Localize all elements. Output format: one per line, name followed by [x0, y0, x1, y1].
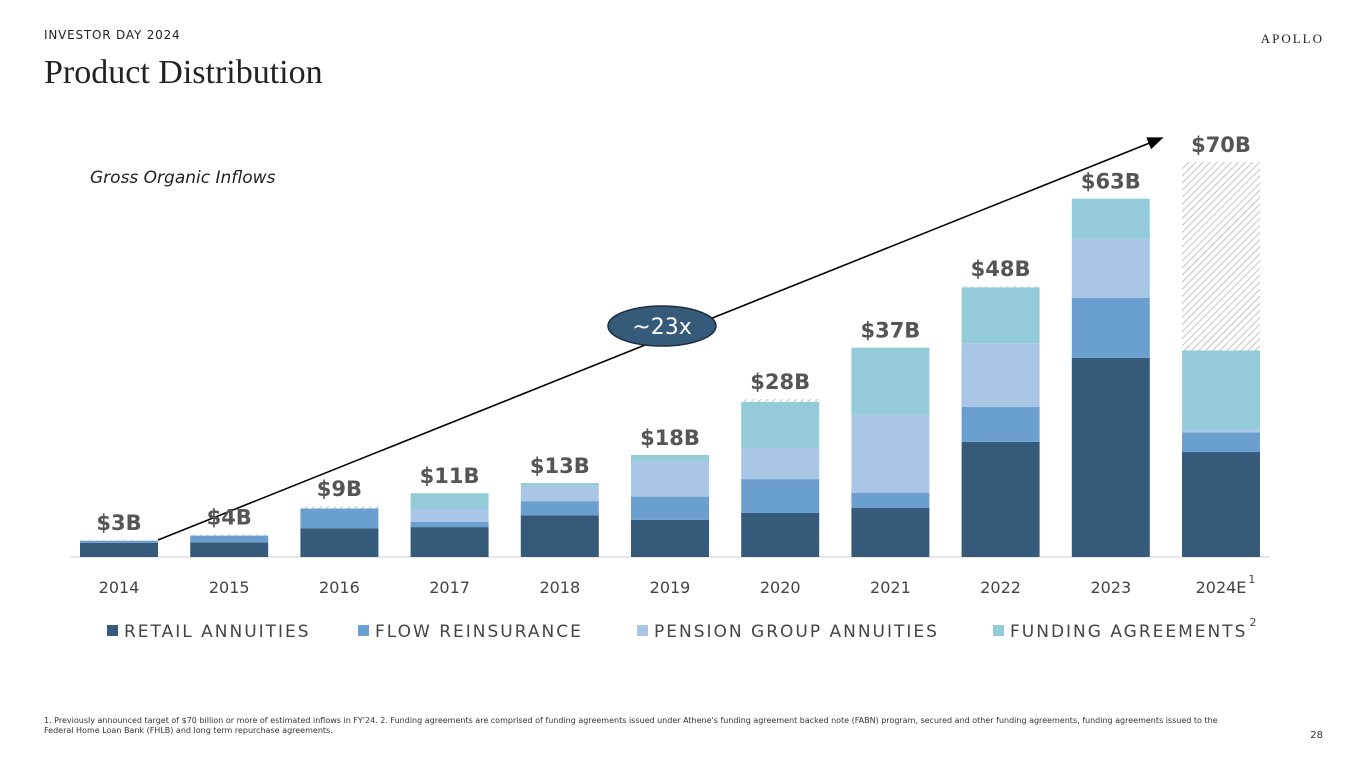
- bar-segment: [300, 528, 379, 557]
- x-tick-label: 2016: [319, 578, 360, 597]
- bar-segment: [520, 483, 599, 486]
- target-hatch: [80, 540, 158, 541]
- bar-segment: [961, 343, 1040, 407]
- footnote-ref: 2: [1249, 616, 1256, 629]
- bar-segment: [1182, 429, 1260, 433]
- eyebrow: INVESTOR DAY 2024: [44, 28, 180, 42]
- bar-segment: [80, 542, 158, 557]
- bar-segment: [300, 508, 379, 529]
- bar-segment: [851, 492, 930, 508]
- target-hatch: [190, 534, 269, 536]
- logo: APOLLO: [1261, 31, 1324, 46]
- bar-segment: [1182, 432, 1260, 453]
- target-hatch: [741, 399, 820, 402]
- bar-segment: [631, 519, 709, 557]
- total-label: $4B: [207, 505, 252, 529]
- legend-swatch: [637, 625, 648, 636]
- total-label: $3B: [96, 511, 141, 535]
- legend-label: FLOW REINSURANCE: [375, 622, 583, 642]
- bar-segment: [410, 509, 489, 523]
- target-hatch: [300, 506, 379, 509]
- bar-segment: [741, 401, 820, 449]
- bar-segment: [520, 501, 599, 516]
- x-tick-label: 2015: [209, 578, 250, 597]
- bar-segment: [1071, 357, 1150, 557]
- bar-segment: [190, 542, 269, 557]
- legend-swatch: [358, 625, 369, 636]
- target-hatch: [1182, 162, 1260, 351]
- bar-segment: [520, 515, 599, 557]
- x-tick-label: 2021: [870, 578, 911, 597]
- bar-segment: [961, 406, 1040, 442]
- target-hatch: [961, 286, 1040, 288]
- legend-label: PENSION GROUP ANNUITIES: [654, 622, 939, 642]
- bar-segment: [1071, 238, 1150, 298]
- total-label: $28B: [750, 370, 810, 394]
- bar-segment: [1071, 198, 1150, 239]
- annotation: ~23x: [632, 315, 691, 340]
- footnote-ref: 1: [1248, 573, 1255, 586]
- x-tick-label: 2019: [650, 578, 691, 597]
- annotation-bubble: [607, 305, 717, 347]
- bar-segment: [190, 535, 269, 543]
- total-label: $70B: [1191, 133, 1251, 157]
- x-tick-label: 2014: [99, 578, 140, 597]
- bar-segment: [961, 287, 1040, 344]
- x-tick-label: 2017: [429, 578, 470, 597]
- bar-segment: [1182, 452, 1260, 557]
- bar-segment: [741, 448, 820, 480]
- x-tick-label: 2022: [980, 578, 1021, 597]
- bar-segment: [1071, 297, 1150, 358]
- x-tick-label: 2020: [760, 578, 801, 597]
- legend-label: RETAIL ANNUITIES: [124, 622, 311, 642]
- total-label: $11B: [420, 464, 480, 488]
- bar-segment: [851, 414, 930, 493]
- bar-segment: [851, 507, 930, 557]
- legend-label: FUNDING AGREEMENTS: [1010, 622, 1247, 642]
- total-label: $37B: [860, 319, 920, 343]
- bar-segment: [631, 461, 709, 497]
- legend-swatch: [993, 625, 1004, 636]
- total-label: $48B: [971, 257, 1031, 281]
- bar-segment: [1182, 350, 1260, 430]
- total-label: $63B: [1081, 170, 1141, 194]
- bar-segment: [741, 479, 820, 513]
- bar-segment: [410, 527, 489, 557]
- bar-segment: [631, 496, 709, 520]
- bar-segment: [410, 522, 489, 528]
- bar-segment: [520, 485, 599, 502]
- bar-segment: [80, 540, 158, 543]
- bars: [80, 162, 1260, 557]
- bar-segment: [631, 454, 709, 462]
- legend-swatch: [107, 625, 118, 636]
- bar-segment: [741, 512, 820, 557]
- total-label: $9B: [317, 477, 362, 501]
- total-label: $13B: [530, 454, 590, 478]
- total-label: $18B: [640, 426, 700, 450]
- bar-segment: [410, 493, 489, 510]
- footnote: 1. Previously announced target of $70 bi…: [44, 716, 1218, 735]
- bar-segment: [851, 347, 930, 415]
- x-tick-label: 2024E: [1196, 578, 1247, 597]
- chart-subtitle: Gross Organic Inflows: [90, 168, 276, 188]
- x-tick-label: 2018: [539, 578, 580, 597]
- x-tick-label: 2023: [1090, 578, 1131, 597]
- title: Product Distribution: [44, 54, 323, 91]
- page-number: 28: [1310, 730, 1323, 741]
- bar-segment: [961, 441, 1040, 557]
